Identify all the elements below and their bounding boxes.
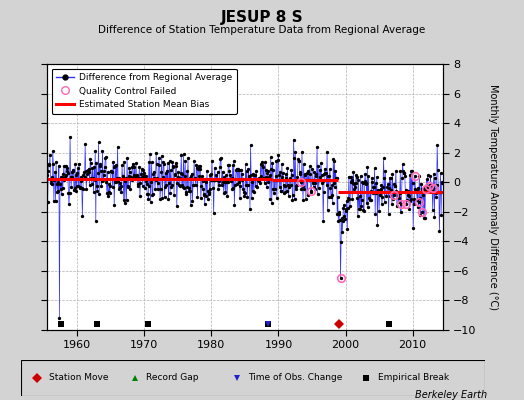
Y-axis label: Monthly Temperature Anomaly Difference (°C): Monthly Temperature Anomaly Difference (… [488,84,498,310]
Text: Difference of Station Temperature Data from Regional Average: Difference of Station Temperature Data f… [99,25,425,35]
Text: Record Gap: Record Gap [146,374,199,382]
Legend: Difference from Regional Average, Quality Control Failed, Estimated Station Mean: Difference from Regional Average, Qualit… [52,68,236,114]
Text: JESUP 8 S: JESUP 8 S [221,10,303,25]
Text: Station Move: Station Move [49,374,108,382]
Text: Empirical Break: Empirical Break [378,374,449,382]
Text: Time of Obs. Change: Time of Obs. Change [248,374,343,382]
Text: Berkeley Earth: Berkeley Earth [415,390,487,400]
